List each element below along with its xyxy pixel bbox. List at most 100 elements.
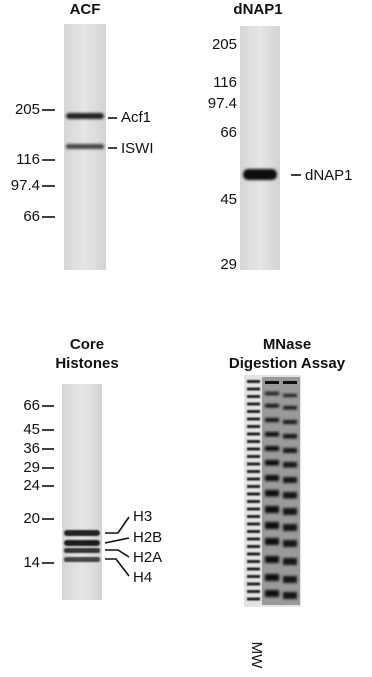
gel-lane bbox=[62, 384, 102, 600]
gel-band bbox=[265, 418, 279, 422]
gel-band bbox=[283, 462, 297, 468]
gel-band bbox=[265, 404, 279, 408]
marker-label: 97.4 bbox=[11, 177, 40, 194]
gel-band bbox=[283, 492, 297, 499]
gel-band bbox=[283, 420, 297, 424]
gel-band bbox=[247, 402, 260, 406]
gel-band bbox=[283, 558, 297, 565]
gel-band bbox=[64, 540, 100, 546]
gel-band bbox=[247, 545, 260, 548]
marker-label: 116 bbox=[213, 74, 237, 91]
gel-band bbox=[283, 508, 297, 515]
gel-band bbox=[247, 410, 260, 413]
panel-title: MNase bbox=[263, 336, 311, 353]
gel-band bbox=[265, 432, 279, 437]
marker-label: 66 bbox=[23, 208, 40, 225]
gel-band bbox=[247, 477, 260, 481]
marker-label: 29 bbox=[23, 459, 40, 476]
gel-band bbox=[247, 530, 260, 533]
gel-band bbox=[283, 576, 297, 583]
gel-band bbox=[283, 381, 297, 384]
band-label: H4 bbox=[133, 569, 152, 586]
gel-band bbox=[247, 492, 260, 496]
marker-label: 45 bbox=[23, 421, 40, 438]
gel-band bbox=[265, 590, 279, 597]
marker-label: 20 bbox=[23, 510, 40, 527]
gel-band bbox=[265, 538, 279, 545]
panel-title: Digestion Assay bbox=[229, 355, 346, 372]
gel-band bbox=[265, 574, 279, 581]
band-label: ISWI bbox=[121, 140, 154, 157]
gel-band bbox=[247, 462, 260, 466]
gel-band bbox=[283, 434, 297, 439]
gel-band bbox=[247, 417, 260, 421]
gel-band bbox=[283, 524, 297, 531]
gel-band bbox=[66, 144, 104, 149]
gel-band bbox=[247, 575, 260, 578]
gel-band bbox=[247, 500, 260, 503]
band-connector bbox=[105, 516, 130, 534]
gel-band bbox=[243, 169, 277, 180]
marker-label: 66 bbox=[23, 397, 40, 414]
marker-label: 205 bbox=[212, 36, 237, 53]
gel-band bbox=[247, 507, 260, 511]
gel-band bbox=[247, 485, 260, 488]
marker-label: 116 bbox=[16, 151, 40, 168]
gel-band bbox=[247, 522, 260, 526]
lane-label: MW bbox=[248, 642, 265, 669]
marker-label: 205 bbox=[15, 101, 40, 118]
gel-band bbox=[247, 470, 260, 473]
gel-band bbox=[265, 506, 279, 513]
gel-band bbox=[247, 567, 260, 571]
band-connector bbox=[104, 537, 130, 544]
gel-band bbox=[247, 560, 260, 563]
gel-band bbox=[247, 582, 260, 586]
marker-label: 45 bbox=[220, 191, 237, 208]
gel-band bbox=[283, 540, 297, 547]
band-label: H3 bbox=[133, 508, 152, 525]
band-label: dNAP1 bbox=[305, 167, 353, 184]
gel-band bbox=[247, 432, 260, 436]
gel-band bbox=[283, 394, 297, 397]
band-label: H2B bbox=[133, 529, 162, 546]
gel-band bbox=[265, 392, 279, 395]
gel-band bbox=[247, 380, 260, 383]
gel-lane bbox=[240, 26, 280, 270]
band-connector bbox=[105, 558, 130, 577]
gel-band bbox=[247, 537, 260, 541]
marker-label: 36 bbox=[23, 440, 40, 457]
gel-band bbox=[283, 477, 297, 483]
marker-label: 14 bbox=[23, 554, 40, 571]
panel-title: Histones bbox=[55, 355, 118, 372]
gel-band bbox=[247, 590, 260, 593]
gel-band bbox=[265, 460, 279, 466]
gel-band bbox=[247, 515, 260, 518]
gel-band bbox=[283, 406, 297, 410]
panel-title: Core bbox=[70, 336, 104, 353]
marker-label: 29 bbox=[220, 256, 237, 273]
mnase-panel: MNase Digestion Assay MW bbox=[229, 336, 346, 669]
gel-band bbox=[247, 455, 260, 458]
gel-band bbox=[66, 113, 104, 119]
gel-band bbox=[64, 557, 100, 562]
gel-band bbox=[247, 395, 260, 398]
acf-panel: ACF 205 116 97.4 66 Acf1 ISWI bbox=[11, 1, 154, 270]
gel-band bbox=[247, 447, 260, 451]
marker-label: 97.4 bbox=[208, 95, 237, 112]
gel-band bbox=[265, 522, 279, 529]
gel-band bbox=[265, 381, 279, 384]
gel-band bbox=[247, 387, 260, 391]
marker-label: 24 bbox=[23, 477, 40, 494]
gel-band bbox=[64, 530, 100, 536]
gel-band bbox=[283, 448, 297, 453]
gel-band bbox=[64, 548, 100, 553]
panel-title: ACF bbox=[70, 1, 101, 18]
gel-band bbox=[247, 597, 260, 601]
gel-band bbox=[247, 440, 260, 443]
gel-band bbox=[283, 592, 297, 599]
band-connector bbox=[105, 549, 130, 558]
gel-band bbox=[265, 490, 279, 497]
gel-band bbox=[265, 475, 279, 481]
marker-label: 66 bbox=[220, 124, 237, 141]
